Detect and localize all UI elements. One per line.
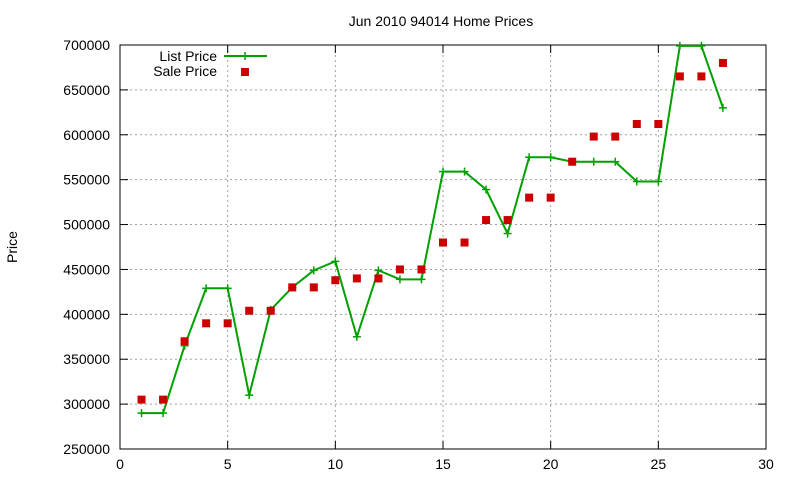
list-price-point	[137, 409, 146, 418]
list-price-point	[374, 266, 383, 275]
sale-price-point	[632, 120, 641, 129]
sale-price-point	[288, 283, 297, 292]
list-price-point	[439, 167, 447, 176]
y-tick-label: 400000	[63, 306, 110, 322]
sale-price-point	[266, 306, 275, 315]
sale-price-point	[611, 132, 620, 141]
sale-price-point	[503, 216, 512, 225]
y-tick-label: 600000	[63, 127, 110, 143]
y-tick-label: 450000	[63, 261, 110, 277]
grid-lines	[120, 45, 766, 449]
y-tick-label: 350000	[63, 351, 110, 367]
y-tick-label: 500000	[63, 217, 110, 233]
list-price-point	[309, 266, 318, 275]
x-tick-label: 30	[758, 456, 774, 472]
list-price-point	[632, 177, 641, 186]
list-price-point	[525, 153, 534, 162]
list-price-point	[202, 284, 211, 293]
list-price-point	[611, 157, 620, 166]
legend-sample-list-price	[224, 52, 267, 60]
list-price-point	[654, 177, 663, 186]
sale-price-point	[245, 306, 254, 315]
sale-price-point	[352, 274, 361, 283]
sale-price-point	[202, 319, 211, 328]
x-tick-label: 0	[116, 456, 124, 472]
chart-title: Jun 2010 94014 Home Prices	[349, 13, 533, 29]
legend-label-list-price: List Price	[159, 48, 217, 64]
sale-price-point	[568, 157, 577, 166]
axis-ticks	[119, 44, 767, 450]
list-price-point	[675, 41, 684, 50]
sale-price-point	[331, 276, 340, 285]
list-price-point	[159, 409, 168, 418]
list-price-point	[546, 153, 555, 162]
legend: List Price Sale Price	[153, 48, 267, 79]
list-price-point	[352, 332, 361, 341]
list-price-point	[223, 284, 232, 293]
y-tick-labels: 250000 300000 350000 400000 450000 500000 5500…	[63, 37, 110, 457]
sale-price-point	[460, 238, 469, 247]
x-tick-label: 15	[435, 456, 451, 472]
sale-price-point	[482, 216, 491, 225]
sale-price-point	[395, 265, 404, 274]
list-price-point	[331, 257, 340, 266]
sale-price-point	[697, 72, 706, 81]
list-price-point	[503, 229, 512, 238]
y-axis-title: Price	[4, 231, 20, 263]
y-tick-label: 300000	[63, 396, 110, 412]
legend-marker-list-price	[241, 52, 249, 60]
sale-price-point	[309, 283, 318, 292]
x-tick-label: 25	[651, 456, 667, 472]
legend-label-sale-price: Sale Price	[153, 63, 217, 79]
y-tick-label: 550000	[63, 172, 110, 188]
sale-price-point	[374, 274, 383, 283]
sale-price-point	[718, 58, 727, 67]
list-price-point	[589, 157, 598, 166]
sale-price-point	[159, 395, 168, 404]
list-price-point	[395, 275, 404, 284]
sale-price-point	[417, 265, 426, 274]
y-tick-label: 650000	[63, 82, 110, 98]
x-tick-label: 20	[543, 456, 559, 472]
list-price-line	[141, 44, 724, 415]
sale-price-point	[223, 319, 232, 328]
x-tick-labels: 0 5 10 15 20 25 30	[116, 456, 774, 472]
list-price-point	[417, 275, 426, 284]
sale-price-point	[654, 120, 663, 129]
series-layer	[137, 41, 727, 418]
list-price-point	[460, 167, 469, 176]
sale-price-point	[525, 193, 534, 202]
list-price-point	[718, 103, 727, 112]
list-price-point	[245, 391, 254, 400]
sale-price-point	[675, 72, 684, 81]
sale-price-point	[439, 238, 447, 247]
y-tick-label: 250000	[63, 441, 110, 457]
sale-price-point	[546, 193, 555, 202]
y-tick-label: 700000	[63, 37, 110, 53]
sale-price-point	[180, 337, 189, 346]
x-tick-label: 10	[328, 456, 344, 472]
legend-marker-sale-price	[241, 68, 249, 76]
series-sale-price	[137, 58, 727, 404]
legend-sample-sale-price	[241, 68, 249, 76]
list-price-point	[482, 185, 491, 194]
x-tick-label: 5	[224, 456, 232, 472]
sale-price-point	[137, 395, 146, 404]
list-price-point	[697, 41, 706, 50]
sale-price-point	[589, 132, 598, 141]
